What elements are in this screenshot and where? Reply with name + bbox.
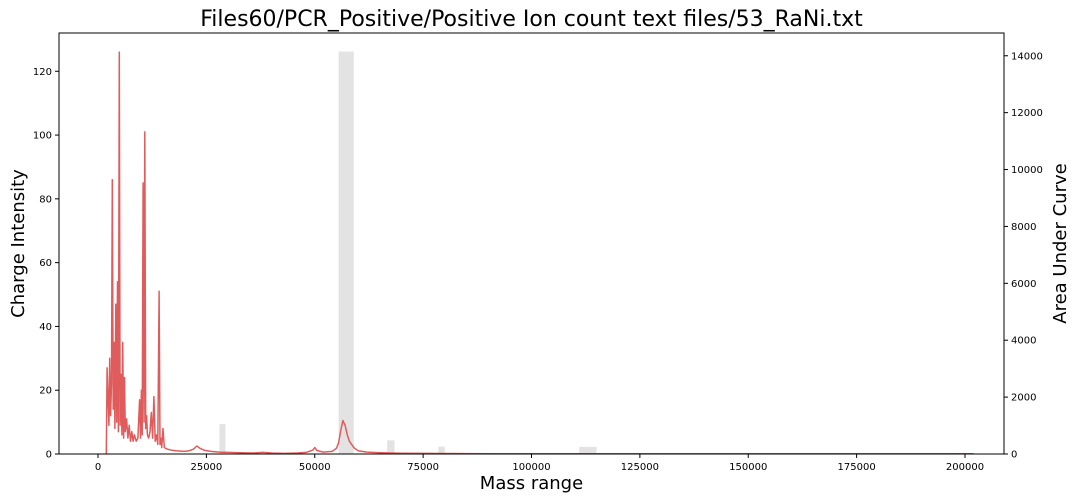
right-y-tick-label: 14000 [1011, 51, 1043, 62]
right-y-tick-label: 4000 [1011, 336, 1036, 347]
auc-bar [438, 446, 445, 454]
axes [58, 32, 1005, 455]
right-y-tick-label: 6000 [1011, 279, 1036, 290]
auc-bar [338, 51, 354, 454]
auc-bar [579, 446, 597, 454]
x-tick-label: 0 [95, 462, 101, 473]
plot-frame [58, 32, 1005, 455]
x-tick-label: 50000 [299, 462, 331, 473]
x-axis-label: Mass range [480, 473, 583, 494]
x-tick-label: 25000 [190, 462, 222, 473]
left-y-tick-label: 0 [46, 450, 52, 461]
left-y-tick-label: 40 [39, 322, 52, 333]
auc-bar [387, 440, 395, 454]
x-tick-label: 200000 [946, 462, 984, 473]
intensity-line [105, 51, 974, 455]
right-y-tick-label: 12000 [1011, 108, 1043, 119]
left-y-tick-label: 120 [33, 67, 52, 78]
left-y-tick-label: 100 [33, 131, 52, 142]
intensity-line-group [105, 51, 974, 455]
chart-title: Files60/PCR_Positive/Positive Ion count … [200, 7, 863, 32]
right-y-tick-label: 0 [1011, 450, 1017, 461]
auc-bar [219, 424, 226, 454]
auc-bars [219, 51, 597, 454]
right-y-tick-label: 10000 [1011, 165, 1043, 176]
right-y-tick-label: 8000 [1011, 222, 1036, 233]
ticks: 0 25000 50000 75000 100000 125000 150000 175000… [33, 51, 1043, 473]
left-y-tick-label: 60 [39, 258, 52, 269]
x-tick-label: 100000 [512, 462, 550, 473]
x-tick-label: 75000 [407, 462, 439, 473]
right-y-tick-label: 2000 [1011, 393, 1036, 404]
x-tick-label: 150000 [729, 462, 767, 473]
x-tick-label: 125000 [621, 462, 659, 473]
x-tick-label: 175000 [838, 462, 876, 473]
left-y-tick-label: 20 [39, 386, 52, 397]
left-y-axis-label: Charge Intensity [8, 169, 29, 318]
left-y-tick-label: 80 [39, 194, 52, 205]
right-y-axis-label: Area Under Curve [1050, 163, 1071, 323]
